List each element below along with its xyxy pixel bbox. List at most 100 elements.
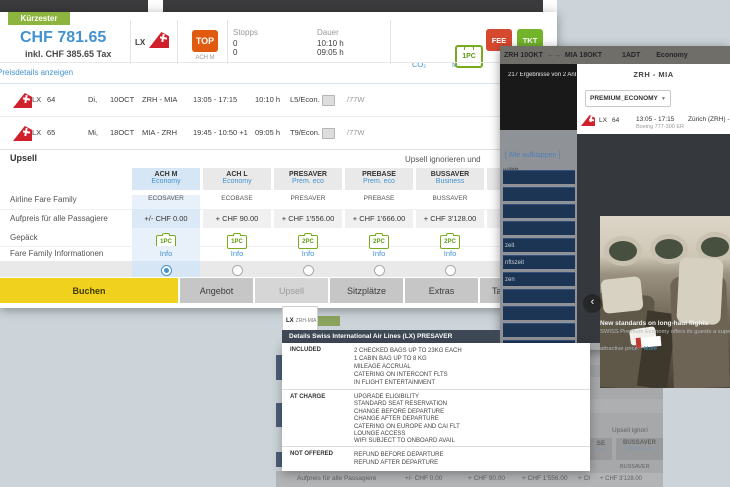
fare-column-header[interactable]: ACH L Economy bbox=[203, 168, 271, 190]
info-row: Fare Family Informationen Info Info Info… bbox=[0, 246, 557, 261]
baggage-badge: 2PC bbox=[298, 233, 318, 249]
divider bbox=[177, 20, 178, 64]
fare-info-link[interactable]: Info bbox=[443, 249, 457, 258]
results-count: 217 Ergebnisse von 2 Anb bbox=[508, 72, 576, 78]
more-link[interactable]: More bbox=[643, 346, 657, 352]
fare-radio[interactable] bbox=[302, 265, 314, 276]
dimmed-fare-family: BUSSAVER bbox=[620, 464, 650, 470]
offer-window: Kürzester CHF 781.65 inkl. CHF 385.65 Ta… bbox=[0, 12, 557, 308]
results-content: ZRH - MIA PREMIUM_ECONOMY ▼ LX 64 13:05 … bbox=[577, 64, 730, 388]
filter-section-alliances[interactable]: zen bbox=[503, 272, 575, 286]
divider bbox=[0, 83, 557, 84]
duration-return: 09:05 h bbox=[317, 48, 344, 57]
surcharge-row: Aufpreis für alle Passagiere +/- CHF 0.0… bbox=[0, 209, 557, 228]
divider bbox=[0, 62, 557, 63]
co2-link[interactable]: CO₂ bbox=[412, 60, 427, 69]
carrier-code: LX bbox=[135, 38, 146, 47]
fare-info-link[interactable]: Info bbox=[372, 249, 386, 258]
divider bbox=[227, 20, 228, 64]
fee-badge[interactable]: FEE bbox=[486, 29, 512, 51]
at-charge-section: AT CHARGE UPGRADE ELIGIBILITY STANDARD S… bbox=[282, 389, 590, 447]
included-section: INCLUDED 2 CHECKED BAGS UP TO 23KG EACH … bbox=[290, 347, 462, 387]
fare-family-row: Airline Fare Family ECOSAVER ECOBASE PRE… bbox=[0, 190, 557, 210]
fare-column-header[interactable]: PRESAVER Prem. eco bbox=[274, 168, 342, 190]
cabin-photo bbox=[600, 216, 730, 388]
filter-section[interactable] bbox=[503, 221, 575, 235]
origin-date: ZRH 10OKT bbox=[504, 51, 543, 59]
promo-panel: ‹ New standards on long-haul flights SWI… bbox=[577, 134, 730, 388]
filter-section[interactable] bbox=[503, 204, 575, 218]
flight-row[interactable]: LX 65 Mi, 18OCT MIA - ZRH 19:45 - 10:50 … bbox=[0, 117, 557, 150]
fare-radio[interactable] bbox=[444, 265, 456, 276]
offer-button[interactable]: Angebot bbox=[180, 278, 253, 303]
passenger-count: 1ADT bbox=[621, 51, 641, 59]
dimmed-fare-column: BUSSAVER Business bbox=[616, 438, 663, 460]
divider bbox=[130, 20, 131, 64]
seats-button[interactable]: Sitzplätze bbox=[330, 278, 403, 303]
fare-radio-selected[interactable] bbox=[160, 265, 172, 276]
duration-outbound: 10:10 h bbox=[317, 39, 344, 48]
upsell-button[interactable]: Upsell bbox=[255, 278, 328, 303]
fare-basis-code: ACH M bbox=[195, 55, 215, 61]
duration-label: Dauer bbox=[317, 28, 339, 37]
dimmed-surcharge-row: Aufpreis für alle Passagiere +/- CHF 0.0… bbox=[276, 471, 590, 487]
dimmed-filter-bar bbox=[276, 355, 285, 380]
filter-section[interactable] bbox=[503, 306, 575, 320]
background-window-titlebar bbox=[0, 0, 543, 12]
aircraft-image-icon[interactable] bbox=[322, 95, 335, 106]
carousel-prev-button[interactable]: ‹ bbox=[583, 294, 602, 313]
fare-column-header[interactable]: ACH M Economy bbox=[132, 168, 200, 190]
filter-section-departure-time[interactable]: zeit bbox=[503, 238, 575, 252]
dimmed-filter-bar bbox=[276, 452, 285, 467]
chevron-down-icon: ▼ bbox=[661, 95, 666, 102]
filter-section-arrival-time[interactable]: nftszeit bbox=[503, 255, 575, 269]
dimmed-upsell-ignore-label: Upsell ignori bbox=[612, 427, 648, 434]
aircraft-image-icon[interactable] bbox=[322, 128, 335, 139]
upsell-ignore-link[interactable]: Upsell ignorieren und bbox=[405, 155, 481, 164]
filter-section[interactable] bbox=[503, 323, 575, 337]
expand-all-link[interactable]: [ Alle aufklappen ] bbox=[505, 152, 561, 159]
fare-radio[interactable] bbox=[373, 265, 385, 276]
price-details-link[interactable]: Preisdetails anzeigen bbox=[0, 68, 74, 77]
destination-date: MIA 18OKT bbox=[564, 51, 602, 59]
fare-details-title: Details Swiss International Air Lines (L… bbox=[282, 330, 500, 343]
filter-section[interactable] bbox=[503, 187, 575, 201]
fare-info-link[interactable]: Info bbox=[230, 249, 244, 258]
fare-info-link[interactable]: Info bbox=[301, 249, 315, 258]
promo-title: New standards on long-haul flights bbox=[600, 320, 709, 327]
airline-logo-icon bbox=[13, 126, 32, 141]
stops-label: Stopps bbox=[233, 28, 258, 37]
fare-info-link[interactable]: Info bbox=[159, 249, 173, 258]
cabin-filter-select[interactable]: PREMIUM_ECONOMY ▼ bbox=[585, 90, 671, 107]
search-results-window: ZRH 10OKT ←→ MIA 18OKT 1ADT Economy 217 … bbox=[500, 46, 730, 388]
fare-header-row: ACH M Economy ACH L Economy PRESAVER Prem. … bbox=[0, 168, 557, 190]
baggage-row: Gepäck 1PC 1PC 2PC 2PC 2PC bbox=[0, 228, 557, 249]
filter-section[interactable] bbox=[503, 289, 575, 303]
fare-select-row bbox=[0, 261, 557, 277]
fare-column-header[interactable]: BUSSAVER Business bbox=[416, 168, 484, 190]
search-summary-bar: ZRH 10OKT ←→ MIA 18OKT 1ADT Economy bbox=[500, 46, 730, 64]
dimmed-filter-bar bbox=[276, 403, 285, 427]
airline-logo-icon bbox=[581, 115, 595, 126]
filter-section[interactable] bbox=[503, 170, 575, 184]
total-price: CHF 781.65 bbox=[20, 29, 107, 46]
dimmed-price-row: + CHF 3'128.00 bbox=[590, 473, 663, 487]
flight-row[interactable]: LX 64 Di, 10OCT ZRH - MIA 13:05 - 17:15 … bbox=[0, 84, 557, 117]
fare-radio[interactable] bbox=[231, 265, 243, 276]
baggage-badge: 2PC bbox=[440, 233, 460, 249]
roundtrip-arrow-icon: ←→ bbox=[546, 51, 561, 59]
extras-button[interactable]: Extras bbox=[405, 278, 478, 303]
stops-return: 0 bbox=[233, 48, 238, 57]
result-flight-row[interactable]: LX 64 13:05 - 17:15 Boeing 777-300 ER Zü… bbox=[577, 110, 730, 134]
fare-column-header[interactable]: PREBASE Prem. eco bbox=[345, 168, 413, 190]
dimmed-row bbox=[590, 399, 663, 413]
ticket-badge[interactable]: TKT bbox=[517, 29, 543, 51]
cabin-tab[interactable]: Economy bbox=[656, 51, 688, 59]
promo-line: SWISS Premium Economy offers its guests … bbox=[600, 329, 730, 335]
background-window-tab bbox=[148, 0, 163, 12]
airline-logo-icon bbox=[13, 93, 32, 108]
baggage-badge[interactable]: 1PC bbox=[455, 45, 483, 68]
book-button[interactable]: Buchen bbox=[0, 278, 178, 303]
